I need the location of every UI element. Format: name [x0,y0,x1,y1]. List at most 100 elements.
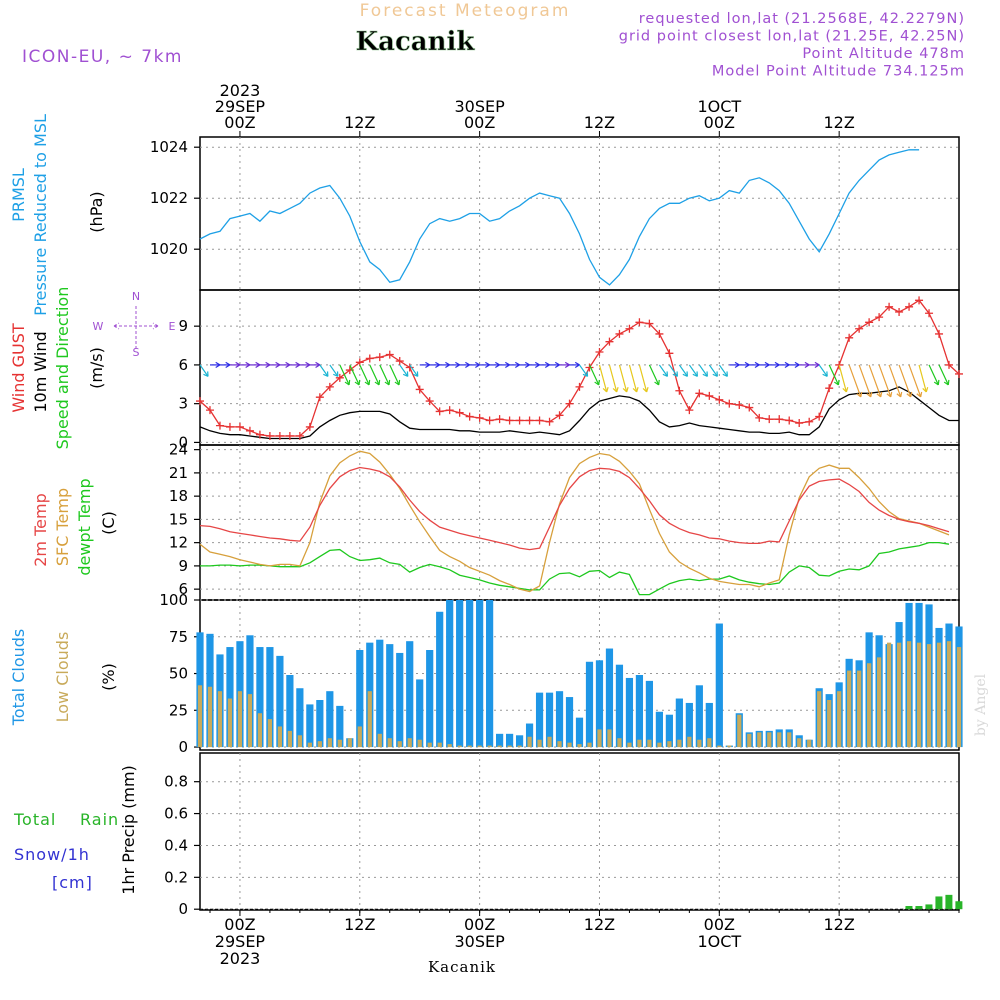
low-cloud-bar [886,642,892,748]
gust-marker [245,426,254,435]
wind-direction-arrow [598,364,608,393]
clouds-unit: (%) [99,663,118,691]
total-cloud-bar [316,700,324,748]
low-cloud-bar [337,739,342,748]
low-cloud-bar [207,686,213,748]
compass-rose-icon [113,306,159,348]
low-cloud-bar [837,691,842,748]
wind-arrow-head [245,361,251,369]
low-cloud-bar [667,741,672,748]
low-cloud-bar [477,745,482,748]
wind-arrow-head [896,391,903,398]
wind-direction-arrow [628,364,638,393]
wind-direction-arrow [888,364,902,398]
wind-arrow-head [672,371,679,377]
wind-direction-arrow [838,364,847,393]
gust-marker [445,406,454,415]
pressure-line [199,149,920,286]
gust-marker [465,412,474,421]
gust-marker [695,389,704,398]
wind-direction-arrow [868,364,882,398]
total-cloud-bar [515,735,524,748]
total-cloud-bar [496,733,504,748]
panel-frame-wind [199,289,960,446]
total-cloud-bar [386,644,394,748]
low-cloud-bar [497,745,502,748]
wind-arrow-head [384,379,391,386]
low-cloud-bar [946,641,952,748]
gust-marker [405,363,414,372]
bottom-time-label: 29SEP [215,932,266,951]
gust-marker [235,422,244,431]
wind-direction-arrow [379,364,390,386]
low-cloud-bar [377,733,382,748]
gust-marker [925,309,934,318]
y-tick-label: 9 [178,317,188,335]
total-cloud-bar [356,650,364,748]
sfc-label: SFC Temp [53,488,72,566]
wind-direction-arrow [818,364,828,377]
gust-label: Wind GUST [9,323,28,413]
low-cloud-bar [387,738,392,748]
wind-direction-arrow [349,364,360,386]
bottom-time-label: 1OCT [697,932,741,951]
wind-arrow-head [425,361,431,369]
bottom-time-label: 12Z [344,915,375,934]
total-cloud-bar [575,717,584,748]
gust-marker [955,369,963,378]
wind-arrow-head [225,361,231,369]
gust-marker [555,411,564,420]
wind-direction-arrow [409,364,419,377]
total-cloud-bar [685,702,693,748]
wind-direction-arrow [369,364,380,386]
gust-marker [845,333,854,342]
low-cloud-bar [906,641,912,748]
y-tick-label: 3 [178,395,188,413]
total-cloud-bar [525,723,534,748]
low-cloud-bar [807,739,812,748]
gust-marker [595,348,604,356]
top-time-label: 2023 [220,81,261,100]
low-clouds-label: Low Clouds [53,632,72,723]
dew-label: dewpt Temp [75,478,94,575]
precip-total-label: Total [13,810,56,829]
superscript-title: Forecast Meteogram [360,1,571,21]
total-cloud-bar [675,698,683,748]
gust-marker [735,400,744,409]
wind-arrow-head [922,386,929,393]
wind-arrow-head [754,361,760,369]
low-cloud-bar [577,744,582,748]
y-tick-label: 25 [169,701,188,719]
low-cloud-bar [747,733,752,748]
gust-marker [935,329,944,338]
gust-marker [225,422,234,431]
wind-direction-arrow [389,364,400,386]
low-cloud-bar [267,719,273,748]
total-cloud-bar [645,680,654,748]
total-cloud-bar [655,711,663,748]
wind-direction-arrow [648,364,660,386]
low-cloud-bar [597,729,602,748]
wind-arrow-head [574,361,580,369]
low-cloud-bar [457,745,462,748]
wind-direction-arrow [898,364,912,398]
gust-marker [385,350,394,359]
gust-marker [915,296,924,305]
total-cloud-bar [635,675,644,748]
wind-direction-arrow [938,364,949,386]
wind-arrow-head [255,361,261,369]
gust-marker [855,324,864,333]
wind-arrow-head [305,361,311,369]
total-cloud-bar [585,661,594,748]
temp-unit: (C) [99,511,118,535]
low-cloud-bar [397,741,402,748]
model-label: ICON-EU, ~ 7km [22,47,183,67]
wind-direction-arrow [678,364,688,377]
total-cloud-bar [595,660,604,748]
low-cloud-bar [217,691,223,748]
gust-marker [815,412,824,421]
wind-direction-arrow [688,364,698,377]
compass-w: W [93,320,104,333]
low-cloud-bar [677,739,682,748]
wind-arrow-head [295,361,301,369]
